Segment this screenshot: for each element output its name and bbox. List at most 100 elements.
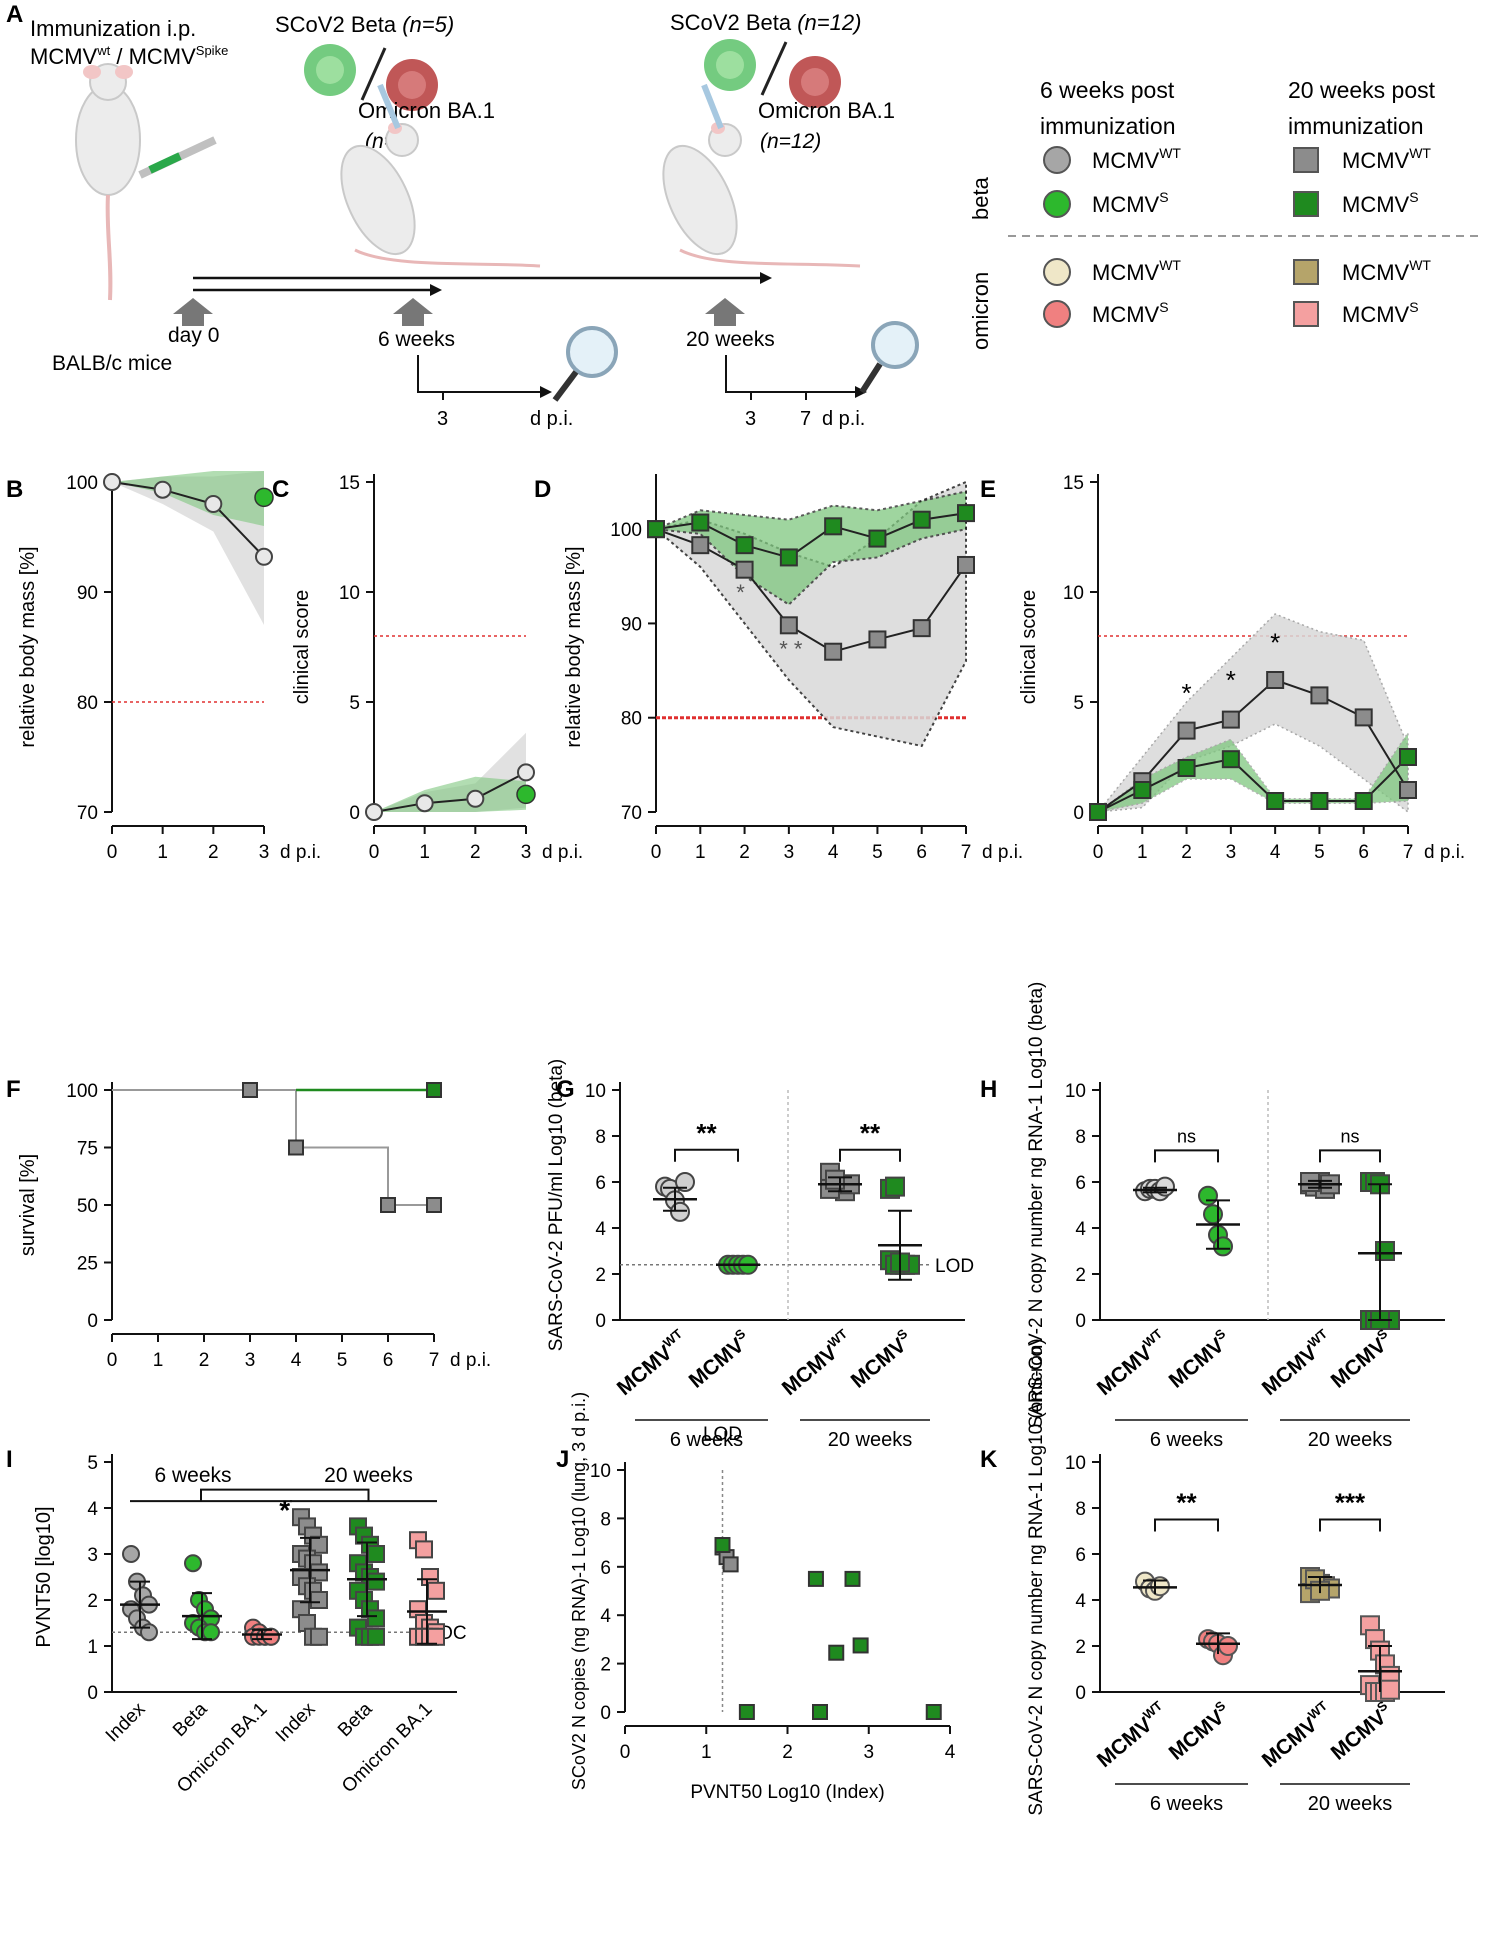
- y-tick-label: 6: [1075, 1545, 1086, 1566]
- data-point: [714, 1537, 731, 1554]
- y-axis-title: SARS-CoV-2 N copy number ng RNA-1 Log10 …: [1026, 982, 1047, 1429]
- y-tick-label: 8: [1075, 1499, 1086, 1520]
- x-tick-label: 3: [521, 842, 532, 863]
- y-tick-label: 2: [87, 1591, 98, 1612]
- y-tick-label: 90: [77, 583, 98, 604]
- point-1: [1354, 792, 1373, 810]
- lod-label: LOD: [703, 1424, 742, 1445]
- point-s: [426, 1082, 442, 1098]
- significance-bracket: [674, 1148, 739, 1162]
- mcmv-2: MCMV: [129, 44, 197, 69]
- mcmv-wt-sup: wt: [96, 43, 110, 58]
- x-tick-label: 6: [1358, 842, 1369, 863]
- y-tick-label: 0: [87, 1683, 98, 1704]
- c1-label: SCoV2 Beta: [275, 12, 397, 37]
- point-0: [957, 555, 975, 574]
- data-point: [262, 1627, 280, 1646]
- y-tick-label: 100: [610, 520, 642, 541]
- y-tick-label: 5: [87, 1453, 98, 1474]
- y-tick-label: 8: [600, 1509, 611, 1530]
- y-tick-label: 70: [621, 803, 642, 824]
- point-0: [779, 616, 798, 635]
- group-label: 20 weeks: [1308, 1429, 1393, 1451]
- x-tick-label: 6: [383, 1350, 394, 1371]
- point-1: [779, 548, 798, 567]
- x-tick-label: 1: [701, 1742, 712, 1763]
- category-label: MCMVS: [1163, 1326, 1236, 1393]
- legend-marker-6w-1: [1043, 190, 1071, 218]
- data-point: [427, 1581, 445, 1600]
- virus-icons-2: [704, 39, 841, 108]
- point-1: [824, 517, 843, 536]
- y-axis-title: clinical score: [291, 590, 313, 704]
- y-tick-label: 6: [600, 1558, 611, 1579]
- data-point: [1375, 1241, 1395, 1261]
- magnifier-icon-1: [552, 326, 618, 402]
- point-wt: [204, 495, 223, 513]
- x-axis-unit: d p.i.: [1424, 842, 1465, 863]
- point-1: [912, 510, 931, 529]
- y-tick-label: 80: [621, 709, 642, 730]
- data-point: [852, 1637, 869, 1654]
- challenge-2-title: SCoV2 Beta (n=12): [670, 10, 861, 35]
- x-tick-label: 1: [695, 842, 706, 863]
- c1-n: (n=5): [402, 12, 454, 37]
- y-tick-label: 50: [77, 1196, 98, 1217]
- data-point: [738, 1704, 755, 1720]
- significance-label: ns: [1340, 1126, 1359, 1146]
- group-label-6w: 6 weeks: [154, 1464, 231, 1487]
- x-tick-label: 4: [291, 1350, 302, 1371]
- data-point: [722, 1556, 739, 1573]
- category-label: Index: [272, 1698, 320, 1746]
- category-label: MCMVS: [683, 1326, 756, 1393]
- x-tick-label: 1: [419, 842, 430, 863]
- series-line-wt: [111, 481, 265, 558]
- panel-h: H 0 2 4 6 8 10 SARS-CoV-2 N copy number ng RNA-…: [980, 982, 1445, 1451]
- significance-bracket: [1154, 1518, 1219, 1532]
- significance-bracket: [1154, 1149, 1219, 1163]
- y-tick-label: 6: [595, 1173, 606, 1194]
- legend-label-6w-1: MCMVS: [1092, 189, 1169, 217]
- category-label: Beta: [334, 1698, 377, 1741]
- mouse-illustration-2: [340, 83, 541, 268]
- x-tick-label: 2: [199, 1350, 210, 1371]
- c2-label: SCoV2 Beta: [670, 10, 792, 35]
- dpi-a: d p.i.: [530, 408, 573, 430]
- panel-label: J: [556, 1446, 569, 1473]
- y-axis-title: PVNT50 [log10]: [33, 1506, 55, 1647]
- x-tick-label: 2: [1181, 842, 1192, 863]
- data-point: [427, 1627, 445, 1646]
- y-tick-label: 10: [339, 583, 360, 604]
- y-tick-label: 3: [87, 1545, 98, 1566]
- y-tick-label: 25: [77, 1254, 98, 1275]
- day0-label: day 0: [168, 324, 219, 347]
- legend-col2-header-2: immunization: [1288, 113, 1424, 139]
- y-tick-label: 4: [87, 1499, 98, 1520]
- x-tick-label: 4: [828, 842, 839, 863]
- challenge-1-title: SCoV2 Beta (n=5): [275, 12, 454, 37]
- significance-label: ns: [1177, 1126, 1196, 1146]
- category-label: MCMVWT: [1256, 1698, 1337, 1772]
- annotation-star-3: *: [1270, 627, 1280, 657]
- point-wt: [466, 789, 485, 808]
- annotation-star-1: *: [736, 580, 745, 605]
- x-axis-unit: d p.i.: [450, 1350, 491, 1371]
- point-1: [1177, 759, 1196, 777]
- panel-f: F 0 25 50 75 100 0 1 2 3 4 5 6 7 d p.i. survival [%]: [6, 1076, 491, 1371]
- y-tick-label: 0: [87, 1311, 98, 1332]
- y-tick-label: 0: [1075, 1683, 1086, 1704]
- x-tick-label: 5: [872, 842, 883, 863]
- point-1: [735, 536, 754, 555]
- point-0: [1399, 781, 1417, 799]
- y-axis-title: SARS-CoV-2 N copy number ng RNA-1 Log10 …: [1026, 1338, 1047, 1815]
- legend-label-20w-3: MCMVS: [1342, 299, 1419, 327]
- y-tick-label: 0: [349, 803, 360, 824]
- y-tick-label: 90: [621, 614, 642, 635]
- data-point: [310, 1591, 328, 1609]
- category-label: MCMVWT: [1256, 1326, 1337, 1400]
- y-tick-label: 10: [1065, 1081, 1086, 1102]
- ribbon-s: [112, 471, 264, 526]
- challenge-2-omicron: Omicron BA.1: [758, 98, 895, 123]
- data-point: [122, 1545, 140, 1563]
- point-0: [1221, 710, 1240, 729]
